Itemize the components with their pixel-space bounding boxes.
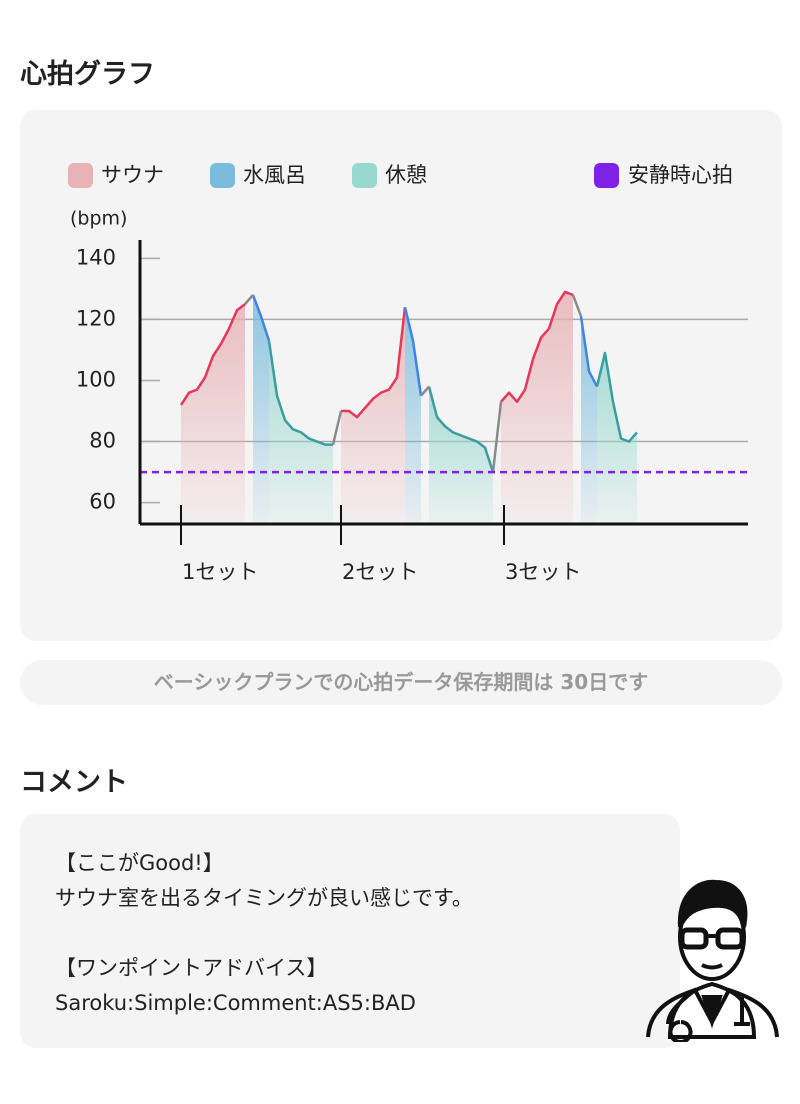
comment-box: 【ここがGood!】 サウナ室を出るタイミングが良い感じです。 【ワンポイントア… (20, 814, 680, 1048)
y-tick-label: 80 (89, 429, 116, 453)
area (405, 307, 421, 524)
line (179, 303, 246, 406)
legend-swatch (352, 163, 377, 188)
line (595, 351, 638, 443)
line (420, 385, 430, 397)
legend-label: サウナ (101, 163, 164, 187)
line (244, 294, 254, 305)
section-title: コメント (20, 767, 128, 798)
y-tick-label: 60 (89, 490, 116, 514)
y-tick-label: 100 (76, 367, 116, 391)
line (500, 290, 574, 404)
area (597, 352, 637, 524)
comment-line: 【ワンポイントアドバイス】 (55, 956, 328, 980)
line (331, 410, 343, 445)
y-axis-label: (bpm) (70, 208, 127, 230)
doctor-icon (646, 879, 779, 1042)
legend-swatch (594, 163, 619, 188)
y-tick-label: 120 (76, 306, 116, 330)
area (429, 386, 493, 524)
line (427, 386, 495, 473)
area (341, 307, 405, 524)
chart: (bpm) 60 80 100 120 140 サウナ 水風呂 休憩 安静時心拍 1セット 2セット… (68, 163, 748, 584)
area (253, 294, 269, 524)
area (181, 304, 245, 524)
line (267, 340, 333, 446)
legend-swatch (210, 163, 235, 188)
comment-line: Saroku:Simple:Comment:AS5:BAD (55, 991, 416, 1015)
line (579, 316, 599, 388)
area (581, 316, 597, 524)
comment-line: サウナ室を出るタイミングが良い感じです。 (55, 886, 473, 910)
line (571, 294, 583, 317)
x-tick-label: 1セット (182, 560, 258, 584)
line (403, 306, 423, 396)
legend-label: 休憩 (385, 163, 427, 187)
notice: ベーシックプランでの心拍データ保存期間は 30日です (20, 660, 782, 705)
area (501, 291, 573, 524)
legend-label: 安静時心拍 (628, 163, 733, 187)
comment-line: 【ここがGood!】 (55, 851, 224, 875)
x-tick-label: 3セット (505, 560, 581, 584)
line (341, 307, 407, 419)
line (491, 401, 503, 473)
line (251, 294, 271, 342)
legend-swatch (68, 163, 93, 188)
y-tick-label: 140 (76, 245, 116, 269)
legend-label: 水風呂 (243, 163, 306, 187)
page-title: 心拍グラフ (20, 59, 155, 90)
x-tick-label: 2セット (342, 560, 418, 584)
